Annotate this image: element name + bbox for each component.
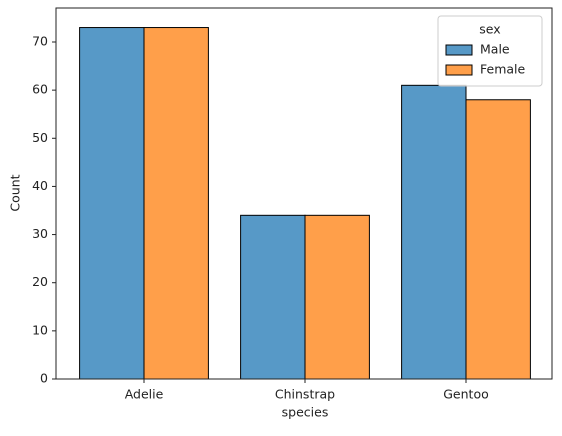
bar xyxy=(143,27,209,380)
y-tick-label: 30 xyxy=(32,226,48,241)
x-tick-label: Adelie xyxy=(125,387,164,402)
bar xyxy=(304,214,370,380)
y-tick-label: 10 xyxy=(32,322,48,337)
y-tick-label: 20 xyxy=(32,274,48,289)
x-tick-label: Chinstrap xyxy=(275,387,335,402)
y-tick-label: 70 xyxy=(32,33,48,48)
x-tick-label: Gentoo xyxy=(443,387,489,402)
y-tick-label: 60 xyxy=(32,82,48,97)
legend-swatch xyxy=(445,44,473,56)
x-axis-label: species xyxy=(282,405,329,420)
bar xyxy=(240,214,306,380)
y-tick-label: 40 xyxy=(32,178,48,193)
bar xyxy=(79,27,145,380)
legend-label: Male xyxy=(480,42,510,57)
y-axis-label: Count xyxy=(8,174,23,211)
legend-swatch xyxy=(445,64,473,76)
legend-label: Female xyxy=(480,62,526,77)
plot-frame xyxy=(55,7,553,380)
bar xyxy=(401,84,467,380)
y-tick-label: 0 xyxy=(40,371,48,386)
y-tick-label: 50 xyxy=(32,130,48,145)
bar xyxy=(465,99,531,380)
legend-title: sex xyxy=(479,22,500,37)
